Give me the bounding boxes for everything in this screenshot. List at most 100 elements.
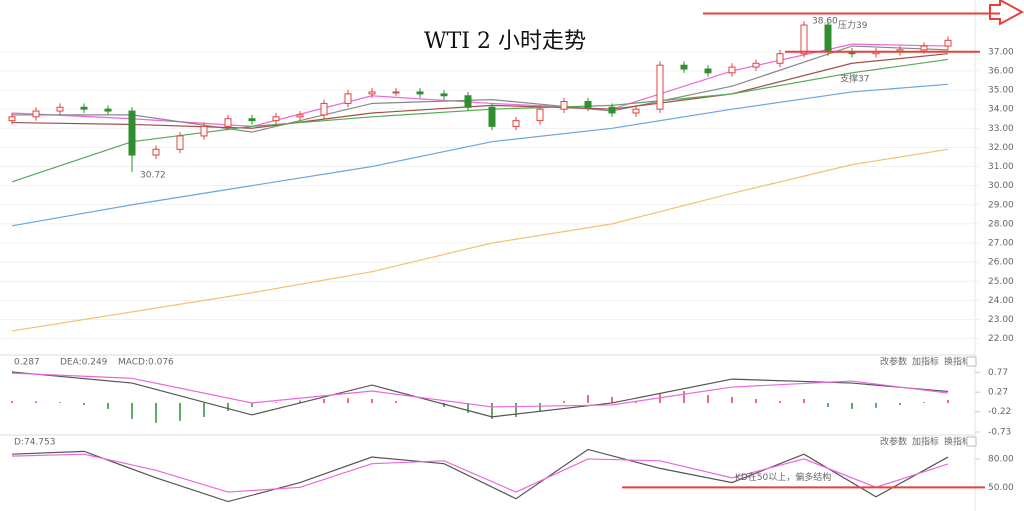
level-label: KD在50以上，偏多结构 — [735, 471, 831, 483]
macd-bar — [443, 402, 445, 407]
close-button[interactable] — [966, 436, 977, 447]
y-tick-label: 27.00 — [988, 239, 1014, 249]
macd-bar — [35, 401, 37, 403]
candle-body — [416, 91, 424, 95]
extreme-label: 30.72 — [140, 170, 166, 180]
macd-bar — [59, 402, 61, 403]
macd-bar — [11, 400, 13, 403]
y-tick-label: 0.77 — [988, 368, 1008, 378]
candle-body — [248, 118, 256, 122]
y-tick-label: 25.00 — [988, 277, 1014, 287]
button[interactable]: 改参数 — [880, 436, 907, 448]
y-tick-label: 50.00 — [988, 483, 1014, 493]
macd-bar — [323, 398, 325, 403]
candle-body — [632, 108, 640, 114]
macd-bar — [731, 396, 733, 403]
candle-body — [536, 108, 544, 122]
ma-line — [12, 45, 949, 133]
candle-body — [776, 53, 784, 64]
kd-line — [11, 448, 949, 503]
y-tick-label: 80.00 — [988, 454, 1014, 464]
level-label: 支撑37 — [840, 72, 869, 84]
macd-bar — [491, 402, 493, 419]
y-tick-label: 35.00 — [988, 86, 1014, 96]
macd-bar — [611, 396, 613, 403]
macd-bar — [779, 400, 781, 403]
y-tick-label: 30.00 — [988, 181, 1014, 191]
legend-text: MACD:0.076 — [118, 358, 174, 368]
candle-body — [512, 120, 520, 127]
macd-bar — [515, 402, 517, 417]
candle-body — [224, 118, 232, 127]
y-tick-label: 32.00 — [988, 143, 1014, 153]
candle-body — [824, 24, 832, 53]
macd-line — [11, 372, 949, 408]
extreme-label: 38.60 — [812, 17, 838, 27]
macd-bar — [755, 398, 757, 403]
candle-body — [8, 116, 16, 122]
candle-body — [608, 106, 616, 114]
macd-bar — [251, 402, 253, 407]
candle-body — [440, 93, 448, 97]
macd-bar — [851, 402, 853, 409]
macd-bar — [467, 402, 469, 413]
y-tick-label: 29.00 — [988, 200, 1014, 210]
y-tick-label: 0.27 — [988, 388, 1008, 398]
arrow-icon — [989, 0, 1024, 26]
candle-body — [704, 68, 712, 74]
level-label: 压力39 — [838, 19, 868, 31]
candle-body — [800, 24, 808, 55]
candle-body — [488, 106, 496, 127]
y-tick-label: 33.00 — [988, 124, 1014, 134]
chart-title: WTI 2 小时走势 — [424, 29, 586, 54]
candle-body — [752, 62, 760, 68]
macd-bar — [371, 398, 373, 403]
macd-bar — [539, 402, 541, 411]
macd-bar — [803, 398, 805, 403]
candle-body — [920, 45, 928, 51]
y-tick-label: 28.00 — [988, 219, 1014, 229]
candle-body — [656, 64, 664, 110]
candle-body — [464, 95, 472, 108]
candle-body — [680, 64, 688, 70]
ma-line — [11, 148, 949, 332]
macd-bar — [827, 402, 829, 407]
macd-bar — [947, 399, 949, 403]
y-tick-label: 36.00 — [988, 66, 1014, 76]
candle-body — [152, 148, 160, 156]
button[interactable]: 加指标 — [912, 436, 939, 448]
button[interactable]: 加指标 — [912, 356, 939, 368]
button[interactable]: 改参数 — [880, 356, 907, 368]
macd-bar — [203, 402, 205, 417]
candle-body — [584, 101, 592, 108]
candle-body — [104, 108, 112, 112]
macd-bar — [563, 400, 565, 403]
ma-line — [11, 58, 949, 183]
legend-text: 0.287 — [14, 358, 40, 368]
candle-body — [728, 66, 736, 74]
button[interactable]: 换指标 — [944, 436, 971, 448]
macd-bar — [923, 402, 925, 403]
button[interactable]: 换指标 — [944, 356, 971, 368]
y-tick-label: -0.22 — [988, 407, 1011, 417]
macd-bar — [347, 398, 349, 403]
y-tick-label: 23.00 — [988, 315, 1014, 325]
candle-body — [128, 110, 136, 156]
candle-body — [344, 93, 352, 104]
macd-bar — [683, 391, 685, 403]
candle-body — [944, 39, 952, 47]
macd-bar — [107, 402, 109, 409]
y-tick-label: -0.73 — [988, 428, 1011, 438]
candle-body — [176, 135, 184, 150]
macd-bar — [275, 402, 277, 403]
ma-line — [11, 53, 949, 129]
candle-body — [560, 101, 568, 110]
macd-bar — [299, 400, 301, 403]
close-button[interactable] — [966, 356, 977, 367]
y-tick-label: 24.00 — [988, 296, 1014, 306]
y-tick-label: 34.00 — [988, 105, 1014, 115]
y-tick-label: 22.00 — [988, 334, 1014, 344]
macd-bar — [395, 400, 397, 403]
ma-line — [11, 43, 949, 127]
